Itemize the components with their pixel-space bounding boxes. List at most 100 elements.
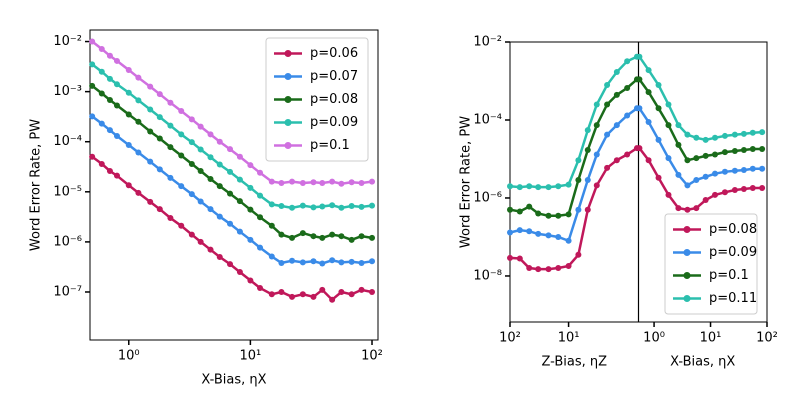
point: [167, 99, 174, 106]
y-tick-label: 10⁻⁶: [473, 190, 502, 205]
x-tick-label: 10²: [756, 331, 778, 346]
point: [257, 169, 264, 176]
point: [147, 106, 154, 113]
point: [584, 206, 591, 213]
point: [247, 184, 254, 191]
point: [545, 232, 552, 239]
point: [575, 251, 582, 258]
point: [98, 90, 105, 97]
point: [545, 212, 552, 219]
point: [358, 179, 365, 186]
point: [702, 152, 709, 159]
point: [178, 222, 185, 229]
point: [740, 167, 747, 174]
point: [113, 133, 120, 140]
point: [319, 286, 326, 293]
point: [655, 174, 662, 181]
point: [749, 165, 756, 172]
point: [358, 286, 365, 293]
point: [526, 203, 533, 210]
point: [236, 153, 243, 160]
point: [310, 179, 317, 186]
point: [645, 67, 652, 74]
y-tick-label: 10⁻⁸: [473, 268, 502, 283]
x-axis-label: X-Bias, ηX: [670, 355, 735, 370]
y-tick-label: 10⁻⁴: [473, 112, 502, 127]
point: [156, 91, 163, 98]
point: [702, 196, 709, 203]
point: [584, 146, 591, 153]
legend-marker: [284, 96, 292, 103]
legend-marker: [284, 142, 292, 149]
point: [89, 61, 96, 68]
point: [113, 81, 120, 88]
point: [227, 220, 234, 227]
point: [721, 132, 728, 139]
series-line: [638, 107, 763, 188]
point: [675, 171, 682, 178]
point: [693, 205, 700, 212]
point: [759, 165, 766, 172]
point: [268, 253, 275, 260]
point: [156, 114, 163, 121]
point: [257, 244, 264, 251]
point: [197, 198, 204, 205]
point: [516, 255, 523, 262]
point: [545, 184, 552, 191]
point: [535, 184, 542, 191]
legend-label: p=0.11: [709, 291, 757, 306]
point: [310, 293, 317, 300]
point: [749, 146, 756, 153]
point: [665, 101, 672, 108]
point: [507, 183, 513, 190]
point: [299, 179, 306, 186]
point: [535, 210, 542, 217]
plot-frame: [89, 29, 379, 341]
point: [268, 222, 275, 229]
point: [604, 164, 611, 171]
legend-label: p=0.1: [310, 138, 350, 153]
point: [575, 206, 582, 213]
point: [329, 296, 336, 303]
point: [268, 291, 275, 298]
point: [257, 285, 264, 292]
legend-marker: [284, 73, 292, 80]
point: [584, 127, 591, 134]
point: [216, 161, 223, 168]
point: [147, 198, 154, 205]
point: [624, 112, 631, 119]
point: [721, 149, 728, 156]
point: [207, 131, 214, 138]
legend-marker: [284, 119, 292, 126]
point: [188, 231, 195, 238]
point: [106, 127, 113, 134]
point: [338, 233, 345, 240]
point: [310, 258, 317, 265]
point: [329, 178, 336, 185]
point: [106, 168, 113, 175]
point: [216, 213, 223, 220]
point: [125, 67, 132, 74]
point: [278, 288, 285, 295]
point: [740, 130, 747, 137]
point: [247, 277, 254, 284]
point: [613, 69, 620, 76]
point: [684, 157, 691, 164]
point: [278, 203, 285, 210]
point: [216, 183, 223, 190]
x-tick-label: 10¹: [700, 331, 722, 346]
x-tick-label: 10²: [361, 349, 383, 364]
x-tick-label: 10¹: [558, 331, 580, 346]
point: [289, 204, 296, 211]
point: [740, 185, 747, 192]
point: [645, 157, 652, 164]
legend-marker: [683, 249, 691, 256]
y-axis-label: Word Error Rate, PW: [459, 116, 474, 248]
point: [113, 102, 120, 109]
point: [348, 291, 355, 298]
point: [135, 149, 142, 156]
point: [369, 178, 376, 185]
point: [613, 91, 620, 98]
x-tick-label: 10⁰: [643, 331, 665, 346]
point: [593, 101, 600, 108]
